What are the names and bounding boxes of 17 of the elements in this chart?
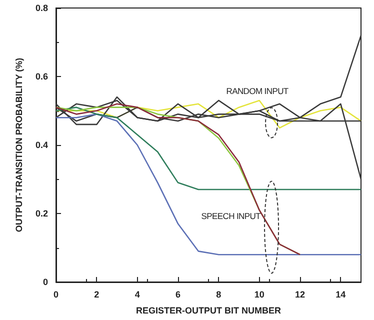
x-tick-label: 6 [175, 290, 181, 300]
y-tick-label: 0.6 [35, 72, 48, 82]
y-tick-label: 0.4 [35, 140, 48, 150]
x-tick-label: 4 [134, 290, 140, 300]
annotation: RANDOM INPUT [226, 86, 288, 96]
annotation: SPEECH INPUT [201, 211, 261, 222]
x-tick-label: 12 [294, 290, 306, 300]
y-tick-label: 0.2 [35, 208, 48, 218]
x-axis-title: REGISTER-OUTPUT BIT NUMBER [136, 306, 282, 316]
x-tick-label: 0 [53, 290, 59, 300]
x-tick-label: 2 [94, 290, 100, 300]
x-tick-label: 8 [216, 290, 222, 300]
x-tick-label: 10 [254, 290, 264, 300]
y-axis-title: OUTPUT-TRANSITION PROBABILITY (%) [14, 58, 24, 232]
y-tick-label: 0 [42, 277, 48, 287]
x-tick-label: 14 [336, 290, 346, 300]
y-tick-label: 0.8 [35, 3, 48, 13]
